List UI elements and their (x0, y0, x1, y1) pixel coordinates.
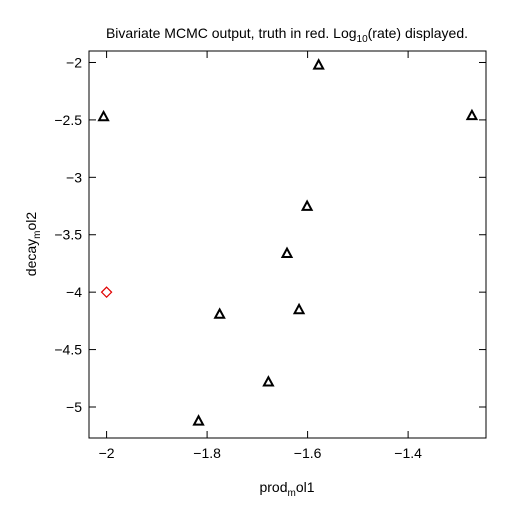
y-tick-label: −2.5 (54, 112, 82, 128)
x-tick-label: −1.8 (193, 445, 221, 461)
sample-point-triangle (262, 375, 275, 387)
y-axis-label: decaymol2 (23, 212, 43, 277)
y-tick-label: −3.5 (54, 227, 82, 243)
x-axis-ticks: −2 −1.8 −1.6 −1.4 (99, 51, 422, 461)
chart-title: Bivariate MCMC output, truth in red. Log… (106, 25, 468, 45)
x-tick-label: −1.6 (294, 445, 322, 461)
sample-point-triangle (280, 246, 294, 258)
y-tick-label: −5 (66, 399, 82, 415)
truth-point-diamond (100, 286, 113, 299)
x-tick-label: −1.4 (394, 445, 422, 461)
y-tick-label: −4 (66, 284, 82, 300)
plot-frame (88, 50, 487, 439)
y-tick-label: −4.5 (54, 342, 82, 358)
y-tick-label: −3 (66, 169, 82, 185)
sample-point-triangle (300, 199, 314, 211)
sample-point-triangle (97, 109, 110, 122)
sample-point-triangle (192, 414, 205, 426)
sample-point-triangle (213, 307, 226, 319)
sample-point-triangle (465, 108, 479, 121)
sample-point-triangle (312, 58, 325, 70)
x-tick-label: −2 (99, 445, 115, 461)
y-axis-ticks: −2 −2.5 −3 −3.5 −4 −4.5 −5 (54, 54, 486, 415)
y-tick-label: −2 (66, 54, 82, 70)
x-axis-label: prodmol1 (259, 479, 314, 499)
sample-point-triangle (292, 302, 306, 315)
data-points (97, 58, 479, 426)
